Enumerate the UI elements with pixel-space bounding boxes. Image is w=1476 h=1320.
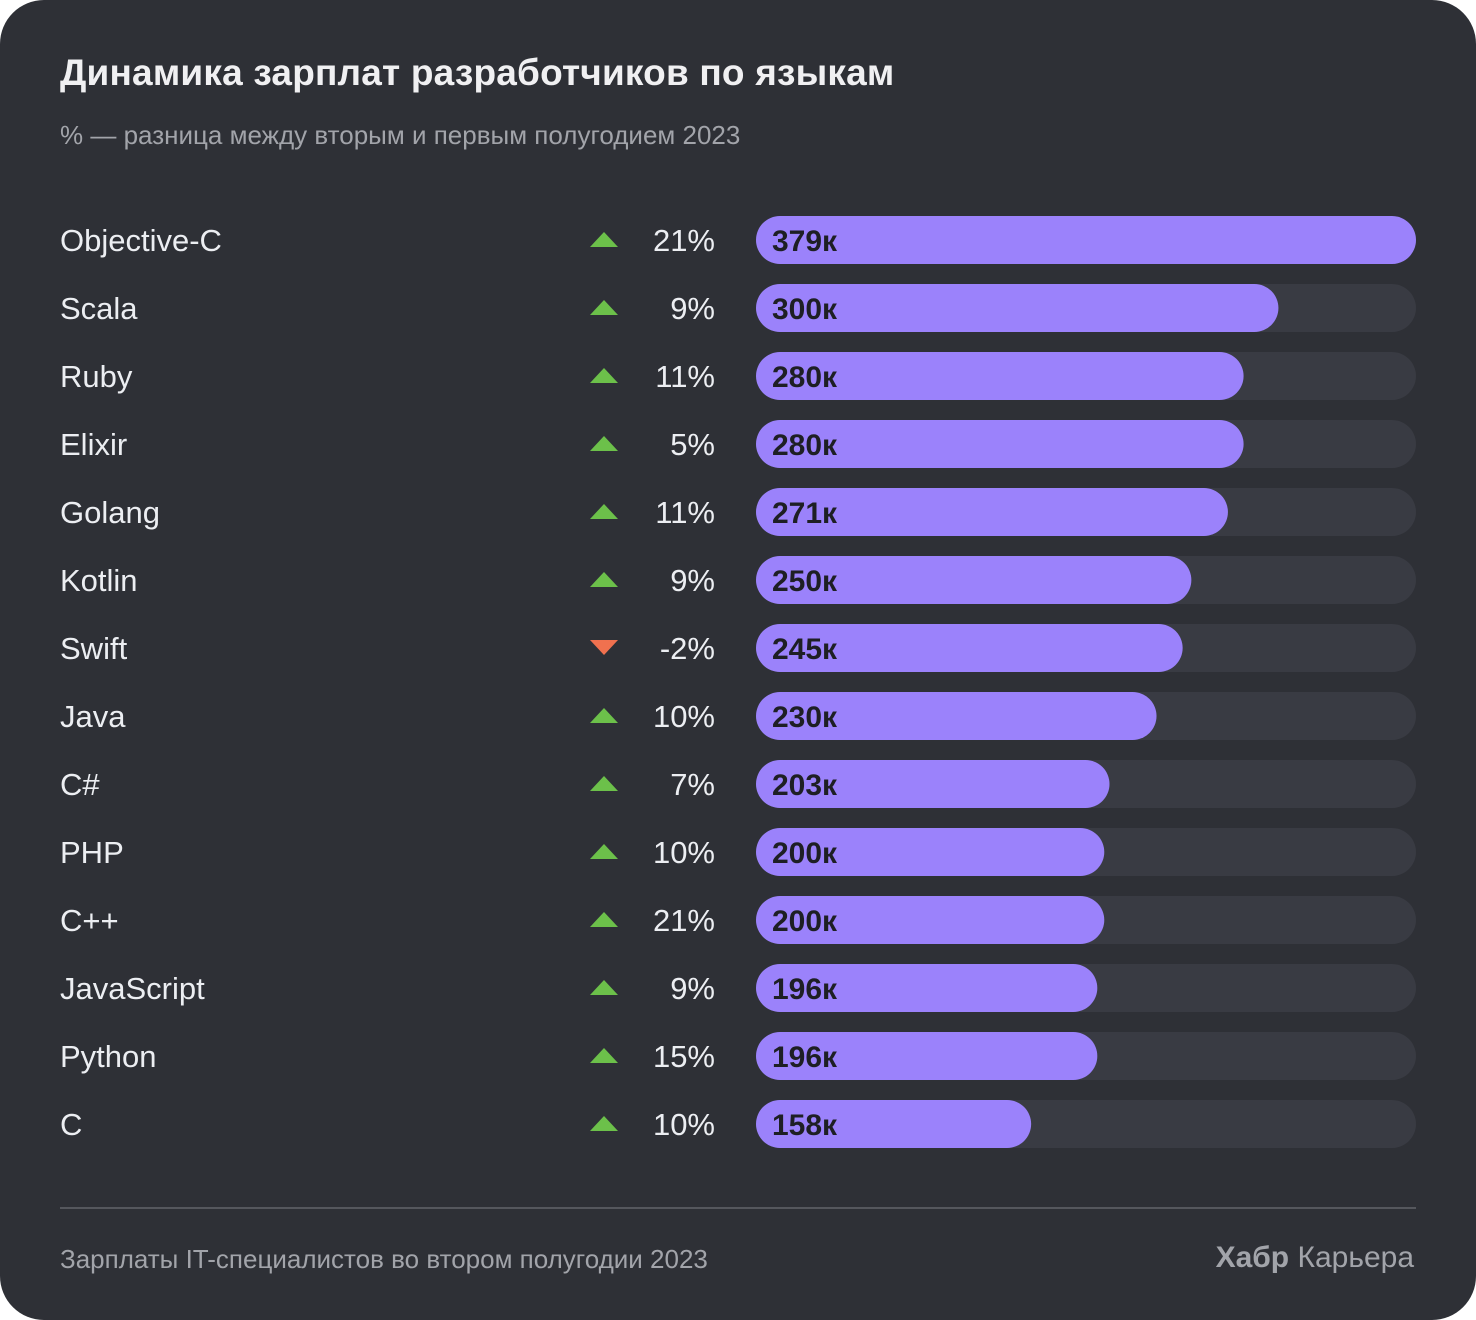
category-label: C# <box>60 767 100 802</box>
category-label: Scala <box>60 291 138 326</box>
change-percent-label: 21% <box>653 223 715 258</box>
chart-title: Динамика зарплат разработчиков по языкам <box>60 52 895 93</box>
change-up-icon <box>590 1048 618 1063</box>
change-percent-label: 5% <box>670 427 715 462</box>
value-label: 250к <box>772 565 838 598</box>
change-percent-label: 9% <box>670 563 715 598</box>
category-label: Ruby <box>60 359 133 394</box>
change-up-icon <box>590 232 618 247</box>
value-label: 196к <box>772 973 838 1006</box>
category-label: PHP <box>60 835 124 870</box>
change-up-icon <box>590 776 618 791</box>
change-percent-label: -2% <box>660 631 715 666</box>
value-label: 203к <box>772 769 838 802</box>
change-up-icon <box>590 436 618 451</box>
value-label: 280к <box>772 429 838 462</box>
change-up-icon <box>590 708 618 723</box>
category-label: Objective-C <box>60 223 222 258</box>
value-label: 379к <box>772 225 838 258</box>
category-label: C <box>60 1107 82 1142</box>
value-label: 280к <box>772 361 838 394</box>
change-up-icon <box>590 368 618 383</box>
footer-note: Зарплаты IT-специалистов во втором полуг… <box>60 1244 708 1274</box>
bar <box>756 556 1192 604</box>
bar <box>756 1100 1032 1148</box>
category-label: Java <box>60 699 126 734</box>
category-label: Python <box>60 1039 157 1074</box>
change-percent-label: 7% <box>670 767 715 802</box>
bar-chart: Objective-C 21% 379к Scala 9% 300к Ruby 11% 280к… <box>60 216 1416 1148</box>
value-label: 300к <box>772 293 838 326</box>
change-up-icon <box>590 980 618 995</box>
chart-subtitle: % — разница между вторым и первым полуго… <box>60 120 741 150</box>
bar <box>756 284 1279 332</box>
change-percent-label: 11% <box>655 495 715 530</box>
category-label: Golang <box>60 495 160 530</box>
change-percent-label: 10% <box>653 699 715 734</box>
bar <box>756 488 1228 536</box>
change-percent-label: 11% <box>655 359 715 394</box>
brand-suffix: Карьера <box>1297 1241 1414 1274</box>
change-percent-label: 9% <box>670 971 715 1006</box>
change-percent-label: 9% <box>670 291 715 326</box>
value-label: 230к <box>772 701 838 734</box>
bar <box>756 964 1098 1012</box>
change-up-icon <box>590 1116 618 1131</box>
bar <box>756 352 1244 400</box>
value-label: 196к <box>772 1041 838 1074</box>
value-label: 200к <box>772 905 838 938</box>
category-label: Elixir <box>60 427 127 462</box>
bar <box>756 420 1244 468</box>
change-up-icon <box>590 572 618 587</box>
change-up-icon <box>590 844 618 859</box>
value-label: 200к <box>772 837 838 870</box>
category-label: Swift <box>60 631 128 666</box>
bar <box>756 1032 1098 1080</box>
value-label: 158к <box>772 1109 838 1142</box>
bar <box>756 896 1105 944</box>
category-label: Kotlin <box>60 563 138 598</box>
value-label: 271к <box>772 497 838 530</box>
brand-logo: Хабр Карьера <box>1216 1241 1414 1275</box>
bar <box>756 828 1105 876</box>
bar <box>756 216 1416 264</box>
change-up-icon <box>590 912 618 927</box>
footer-divider <box>60 1207 1416 1209</box>
change-percent-label: 15% <box>653 1039 715 1074</box>
change-percent-label: 10% <box>653 835 715 870</box>
change-down-icon <box>590 640 618 655</box>
bar <box>756 692 1157 740</box>
bar <box>756 624 1183 672</box>
category-label: JavaScript <box>60 971 205 1006</box>
value-label: 245к <box>772 633 838 666</box>
category-label: C++ <box>60 903 119 938</box>
change-up-icon <box>590 504 618 519</box>
brand-name: Хабр <box>1215 1241 1290 1274</box>
bar <box>756 760 1110 808</box>
change-percent-label: 10% <box>653 1107 715 1142</box>
change-up-icon <box>590 300 618 315</box>
change-percent-label: 21% <box>653 903 715 938</box>
